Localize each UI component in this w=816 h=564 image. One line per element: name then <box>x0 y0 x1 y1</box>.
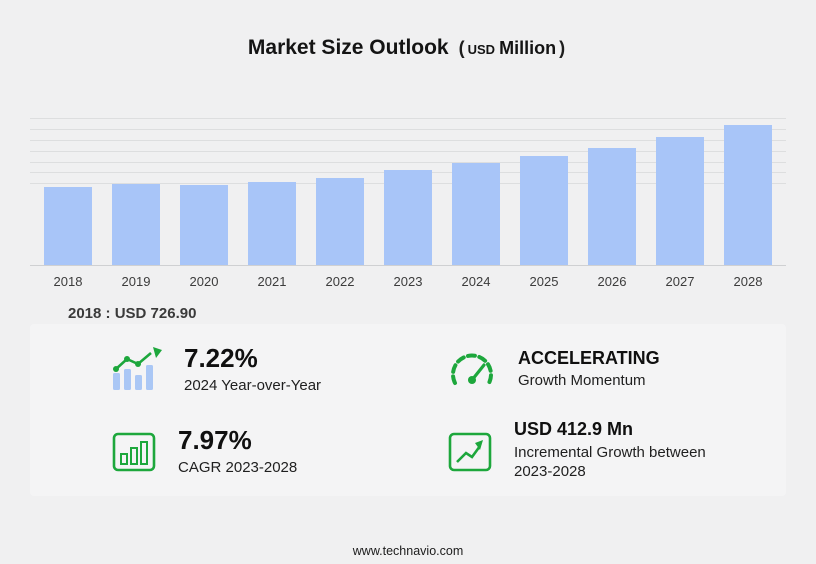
stat-momentum: ACCELERATING Growth Momentum <box>408 332 786 406</box>
bar-2024 <box>452 162 500 265</box>
title-close-paren: ) <box>559 38 566 58</box>
bar-2021 <box>248 182 296 265</box>
stat-value-yoy: 7.22% <box>184 343 258 374</box>
chart-title-text: Market Size Outlook <box>247 36 449 59</box>
x-tick-label-2019: 2019 <box>121 274 151 289</box>
x-tick-label-2028: 2028 <box>733 274 763 289</box>
stat-yoy: 7.22% 2024 Year-over-Year <box>30 332 408 406</box>
title-unit: Million <box>499 38 557 58</box>
x-tick-label-2027: 2027 <box>665 274 695 289</box>
chart-box-icon <box>112 430 156 472</box>
bars <box>30 114 786 265</box>
stat-value-incremental: USD 412.9 Mn <box>514 419 634 440</box>
stat-label-cagr: CAGR 2023-2028 <box>178 458 298 476</box>
bar-2027 <box>656 136 704 265</box>
x-tick-label-2023: 2023 <box>393 274 423 289</box>
bar-plot <box>30 114 786 266</box>
x-tick-label-2020: 2020 <box>189 274 219 289</box>
stat-incremental: USD 412.9 Mn Incremental Growth between … <box>408 414 786 488</box>
x-tick-label-2021: 2021 <box>257 274 287 289</box>
stat-value-momentum: ACCELERATING <box>518 347 660 368</box>
bar-2018 <box>44 186 92 265</box>
gridline <box>30 161 786 163</box>
gridline <box>30 129 786 131</box>
speedometer-icon <box>448 349 496 389</box>
bar-2026 <box>588 147 636 265</box>
x-tick-label-2022: 2022 <box>325 274 355 289</box>
bar-growth-icon <box>112 347 162 391</box>
gridline <box>30 150 786 152</box>
stat-label-yoy: 2024 Year-over-Year <box>184 376 322 394</box>
bar-2028 <box>724 125 772 265</box>
x-tick-label-2025: 2025 <box>529 274 559 289</box>
bar-2023 <box>384 169 432 265</box>
gridline <box>30 118 786 120</box>
x-axis-labels: 2018 2019 2020 2021 2022 2023 2024 2025 2026 2027… <box>30 266 786 289</box>
bar-2020 <box>180 185 228 265</box>
footer-url: www.technavio.com <box>352 544 464 558</box>
growth-arrow-icon <box>448 430 492 472</box>
bar-chart: 2018 2019 2020 2021 2022 2023 2024 2025 2026 2027… <box>30 114 786 289</box>
chart-title: Market Size Outlook (USD Million) <box>0 36 816 60</box>
stat-label-momentum: Growth Momentum <box>518 372 646 390</box>
stats-panel: 7.22% 2024 Year-over-Year ACCELERATING G… <box>30 324 786 496</box>
title-open-paren: ( <box>458 38 465 58</box>
stat-value-cagr: 7.97% <box>178 425 252 456</box>
title-currency: USD <box>467 42 496 57</box>
x-tick-label-2018: 2018 <box>53 274 83 289</box>
bar-2025 <box>520 155 568 265</box>
stat-label-incremental: Incremental Growth between 2023-2028 <box>514 444 706 480</box>
bar-2022 <box>316 177 364 265</box>
bar-2019 <box>112 183 160 265</box>
gridline <box>30 139 786 141</box>
x-tick-label-2026: 2026 <box>597 274 627 289</box>
base-year-value: 2018 : USD 726.90 <box>68 305 197 322</box>
x-tick-label-2024: 2024 <box>461 274 491 289</box>
stat-cagr: 7.97% CAGR 2023-2028 <box>30 414 408 488</box>
